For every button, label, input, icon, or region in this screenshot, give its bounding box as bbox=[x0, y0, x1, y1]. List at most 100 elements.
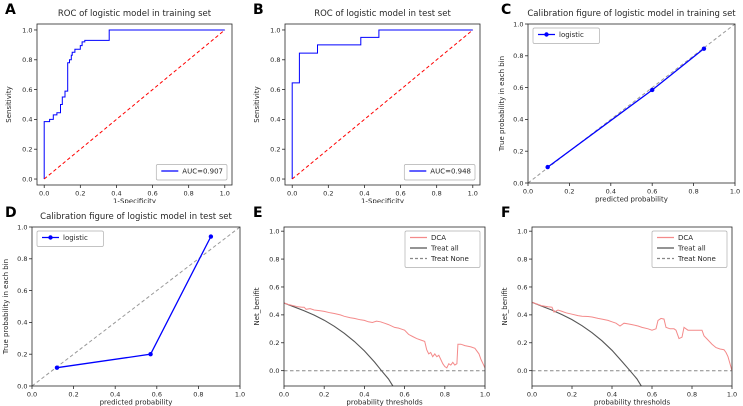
panel-e-dca-chart: 0.0 0.2 0.4 0.6 0.8 1.0 0.0 0.2 0.4 0.6 0.8 1.0 prob… bbox=[253, 226, 490, 406]
svg-text:1-Specificity: 1-Specificity bbox=[361, 198, 404, 204]
svg-text:0.4: 0.4 bbox=[606, 188, 616, 196]
svg-text:1.0: 1.0 bbox=[730, 188, 740, 196]
panel-b: B ROC of logistic model in test set 0.0 0.… bbox=[248, 0, 496, 203]
svg-text:0.8: 0.8 bbox=[688, 188, 698, 196]
svg-text:0.4: 0.4 bbox=[517, 311, 527, 319]
svg-text:1.0: 1.0 bbox=[270, 26, 280, 34]
svg-text:0.2: 0.2 bbox=[567, 391, 577, 399]
svg-text:Net_benifit: Net_benifit bbox=[501, 287, 509, 325]
svg-text:0.2: 0.2 bbox=[319, 391, 329, 399]
svg-text:0.4: 0.4 bbox=[22, 116, 32, 124]
panel-d-label: D bbox=[5, 205, 17, 221]
svg-text:logistic: logistic bbox=[559, 31, 584, 39]
svg-text:0.6: 0.6 bbox=[399, 391, 409, 399]
panel-b-label: B bbox=[253, 2, 264, 18]
panel-d-calibration-test-chart: Calibration figure of logistic model in … bbox=[2, 212, 245, 406]
svg-text:0.2: 0.2 bbox=[269, 339, 279, 347]
svg-text:0.8: 0.8 bbox=[193, 391, 203, 399]
panel-c: C Calibration figure of logistic model i… bbox=[496, 0, 743, 203]
svg-text:0.8: 0.8 bbox=[513, 52, 523, 60]
svg-text:0.6: 0.6 bbox=[647, 188, 657, 196]
svg-text:0.8: 0.8 bbox=[440, 391, 450, 399]
svg-text:predicted probability: predicted probability bbox=[595, 196, 668, 204]
svg-text:0.8: 0.8 bbox=[687, 391, 697, 399]
svg-text:0.2: 0.2 bbox=[564, 188, 574, 196]
panel-a-label: A bbox=[5, 2, 16, 18]
svg-text:0.2: 0.2 bbox=[513, 148, 523, 156]
svg-text:DCA: DCA bbox=[431, 234, 446, 242]
svg-text:True probability in each bin: True probability in each bin bbox=[498, 56, 506, 152]
svg-text:Net_benifit: Net_benifit bbox=[253, 287, 261, 325]
panel-e: E 0.0 0.2 0.4 0.6 0.8 1.0 0.0 0.2 0.4 0.6 0.8 1.0 pr… bbox=[248, 203, 496, 406]
svg-text:0.0: 0.0 bbox=[527, 391, 537, 399]
svg-text:1.0: 1.0 bbox=[220, 190, 230, 198]
svg-text:0.0: 0.0 bbox=[17, 382, 27, 390]
panel-d: D Calibration figure of logistic model i… bbox=[0, 203, 248, 406]
svg-text:Treat None: Treat None bbox=[430, 255, 469, 263]
svg-text:0.8: 0.8 bbox=[22, 56, 32, 64]
svg-text:0.0: 0.0 bbox=[523, 188, 533, 196]
svg-text:1.0: 1.0 bbox=[17, 223, 27, 231]
svg-text:1.0: 1.0 bbox=[235, 391, 245, 399]
panel-c-calibration-training-chart: Calibration figure of logistic model in … bbox=[498, 9, 740, 204]
svg-text:logistic: logistic bbox=[63, 234, 88, 242]
svg-text:0.4: 0.4 bbox=[359, 391, 369, 399]
svg-text:0.0: 0.0 bbox=[27, 391, 37, 399]
svg-text:1-Specificity: 1-Specificity bbox=[113, 198, 156, 204]
svg-text:0.6: 0.6 bbox=[647, 391, 657, 399]
svg-text:0.0: 0.0 bbox=[279, 391, 289, 399]
panel-a-roc-training-chart: ROC of logistic model in training set 0.0… bbox=[5, 9, 233, 204]
panel-e-label: E bbox=[253, 205, 263, 221]
svg-text:0.6: 0.6 bbox=[152, 391, 162, 399]
svg-text:0.8: 0.8 bbox=[517, 255, 527, 263]
svg-text:0.4: 0.4 bbox=[513, 116, 523, 124]
panel-f-label: F bbox=[501, 205, 511, 221]
svg-text:probability thresholds: probability thresholds bbox=[346, 399, 423, 406]
svg-text:AUC=0.907: AUC=0.907 bbox=[182, 167, 223, 175]
svg-text:ROC of logistic model in test: ROC of logistic model in test set bbox=[314, 9, 451, 19]
svg-text:0.2: 0.2 bbox=[75, 190, 85, 198]
svg-text:Sensitivity: Sensitivity bbox=[5, 86, 13, 122]
svg-text:0.0: 0.0 bbox=[22, 175, 32, 183]
svg-text:Treat None: Treat None bbox=[677, 255, 716, 263]
svg-text:probability thresholds: probability thresholds bbox=[594, 399, 671, 406]
svg-text:0.6: 0.6 bbox=[147, 190, 157, 198]
svg-text:0.4: 0.4 bbox=[359, 190, 369, 198]
panel-f-dca-chart: 0.0 0.2 0.4 0.6 0.8 1.0 0.0 0.2 0.4 0.6 0.8 1.0 prob… bbox=[501, 226, 737, 406]
svg-text:1.0: 1.0 bbox=[468, 190, 478, 198]
svg-text:0.0: 0.0 bbox=[39, 190, 49, 198]
svg-text:0.2: 0.2 bbox=[270, 146, 280, 154]
svg-text:0.2: 0.2 bbox=[68, 391, 78, 399]
svg-text:0.8: 0.8 bbox=[269, 255, 279, 263]
svg-text:0.4: 0.4 bbox=[110, 391, 120, 399]
svg-text:0.6: 0.6 bbox=[17, 287, 27, 295]
svg-text:1.0: 1.0 bbox=[517, 227, 527, 235]
svg-text:0.8: 0.8 bbox=[17, 255, 27, 263]
svg-text:0.8: 0.8 bbox=[270, 56, 280, 64]
svg-text:0.4: 0.4 bbox=[270, 116, 280, 124]
svg-text:Calibration figure of logistic: Calibration figure of logistic model in … bbox=[527, 9, 736, 19]
svg-text:1.0: 1.0 bbox=[22, 26, 32, 34]
svg-text:0.4: 0.4 bbox=[269, 311, 279, 319]
svg-text:0.2: 0.2 bbox=[22, 146, 32, 154]
svg-text:0.2: 0.2 bbox=[17, 351, 27, 359]
svg-text:0.4: 0.4 bbox=[111, 190, 121, 198]
svg-text:0.4: 0.4 bbox=[17, 319, 27, 327]
svg-text:1.0: 1.0 bbox=[269, 227, 279, 235]
svg-text:0.0: 0.0 bbox=[287, 190, 297, 198]
svg-text:0.2: 0.2 bbox=[517, 339, 527, 347]
svg-text:AUC=0.948: AUC=0.948 bbox=[430, 167, 471, 175]
svg-text:0.6: 0.6 bbox=[22, 86, 32, 94]
svg-text:Treat all: Treat all bbox=[430, 244, 459, 252]
panel-b-roc-test-chart: ROC of logistic model in test set 0.0 0.2 0… bbox=[253, 9, 481, 204]
svg-text:0.0: 0.0 bbox=[269, 367, 279, 375]
svg-text:0.4: 0.4 bbox=[607, 391, 617, 399]
svg-text:True probability in each bin: True probability in each bin bbox=[2, 259, 10, 355]
panel-a: A ROC of logistic model in training set 0… bbox=[0, 0, 248, 203]
svg-text:0.6: 0.6 bbox=[513, 84, 523, 92]
svg-text:0.0: 0.0 bbox=[517, 367, 527, 375]
svg-text:Calibration figure of logistic: Calibration figure of logistic model in … bbox=[40, 212, 232, 222]
svg-text:0.6: 0.6 bbox=[517, 283, 527, 291]
svg-text:1.0: 1.0 bbox=[480, 391, 490, 399]
